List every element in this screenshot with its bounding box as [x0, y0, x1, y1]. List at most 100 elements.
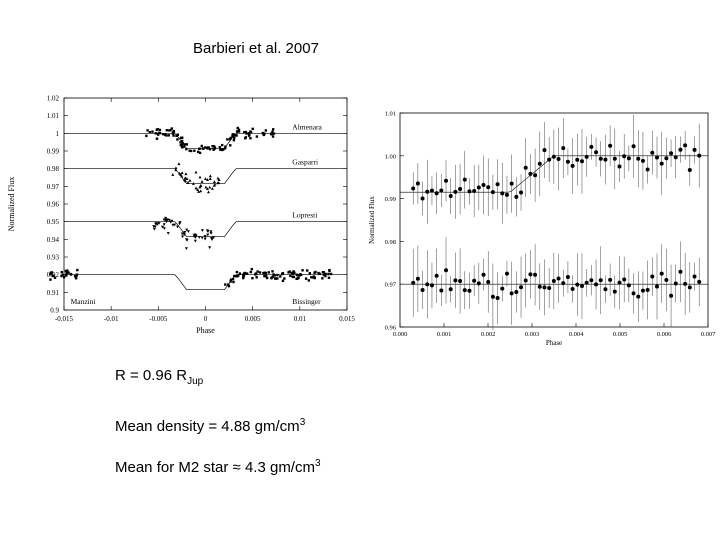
data-point [238, 272, 242, 275]
data-point [161, 225, 165, 229]
data-point [321, 277, 324, 280]
data-point [171, 132, 174, 135]
x-axis-label: Phase [196, 326, 215, 335]
x-tick-label: 0 [204, 315, 208, 323]
data-point [697, 279, 702, 284]
y-tick-label: 0.93 [47, 254, 60, 262]
data-point [281, 272, 284, 276]
data-point [216, 176, 220, 180]
data-point [156, 127, 159, 131]
data-point [659, 161, 664, 166]
data-point [180, 232, 184, 236]
data-point [687, 285, 692, 290]
m2-note: Mean for M2 star ≈ 4.3 gm/cm3 [115, 458, 321, 476]
data-point [76, 268, 79, 272]
data-point [327, 272, 330, 276]
data-point [612, 289, 617, 294]
data-point [598, 278, 603, 283]
data-point [145, 134, 148, 138]
data-point [542, 285, 547, 290]
data-point [271, 128, 275, 131]
x-tick-label: -0.005 [149, 315, 168, 323]
data-point [565, 159, 570, 164]
y-tick-label: 0.94 [47, 236, 60, 244]
data-point [204, 185, 208, 189]
data-point [509, 291, 514, 296]
m2-text: Mean for M2 star [115, 459, 229, 476]
data-point [519, 190, 524, 195]
data-point [249, 137, 252, 140]
data-point [64, 269, 68, 273]
series-label: Manzini [71, 297, 96, 306]
data-point [692, 274, 697, 279]
y-axis-label: Normalized Flux [368, 196, 376, 244]
data-point [170, 219, 174, 223]
citation-title: Barbieri et al. 2007 [193, 40, 319, 57]
data-point [201, 147, 205, 150]
data-point [439, 288, 444, 293]
data-point [209, 231, 213, 235]
data-point [180, 146, 184, 149]
data-point [249, 270, 253, 274]
data-point [425, 282, 430, 287]
data-point [223, 147, 227, 150]
data-point [561, 146, 566, 151]
data-point [594, 282, 599, 287]
data-point [448, 194, 453, 199]
data-point [292, 270, 295, 273]
left-lightcurve-chart: 0.90.910.920.930.940.950.960.970.980.991… [0, 88, 360, 338]
data-point [229, 278, 233, 281]
data-point [175, 134, 178, 137]
data-point [514, 194, 519, 199]
data-point [237, 128, 241, 131]
data-point [425, 189, 430, 194]
x-tick-label: -0.015 [55, 315, 74, 323]
data-point [155, 221, 159, 225]
data-point [204, 146, 207, 149]
data-point [179, 141, 182, 144]
data-point [218, 146, 221, 149]
data-point [262, 271, 265, 275]
model-curve [64, 132, 347, 149]
data-point [199, 184, 203, 188]
data-point [645, 287, 650, 292]
data-point [66, 269, 69, 272]
data-point [208, 185, 212, 189]
data-point [322, 273, 326, 277]
data-point [236, 275, 239, 278]
data-point [523, 165, 528, 170]
data-point [664, 156, 669, 161]
data-point [533, 272, 538, 277]
data-point [167, 134, 171, 137]
data-point [182, 145, 186, 148]
data-point [179, 144, 183, 147]
data-point [227, 284, 231, 288]
data-point [472, 278, 477, 283]
data-point [291, 275, 295, 279]
data-point [481, 272, 486, 277]
data-point [556, 276, 561, 281]
data-point [579, 284, 584, 289]
data-point [193, 239, 197, 243]
y-tick-label: 0.91 [47, 289, 60, 297]
data-point [162, 223, 166, 227]
series-label: Bissinger [292, 297, 321, 306]
data-point [194, 186, 198, 190]
y-tick-label: 1.01 [47, 112, 60, 120]
data-point [224, 283, 227, 286]
data-point [229, 144, 232, 147]
data-point [157, 222, 161, 225]
density-text: Mean density = 4.88 gm/cm [115, 418, 300, 435]
data-point [208, 147, 212, 151]
x-tick-label: 0.006 [657, 331, 672, 338]
data-point [476, 185, 481, 190]
y-tick-label: 0.97 [385, 282, 397, 289]
data-point [262, 133, 266, 137]
data-point [224, 145, 227, 148]
data-point [271, 132, 274, 135]
data-point [490, 190, 495, 195]
data-point [481, 183, 486, 188]
data-point [237, 130, 241, 133]
data-point [547, 285, 552, 290]
data-point [178, 222, 182, 226]
